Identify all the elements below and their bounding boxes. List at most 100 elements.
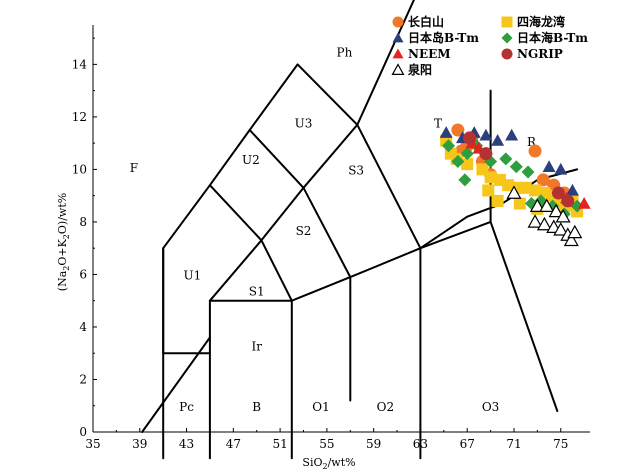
y-tick-label: 0 xyxy=(79,425,87,439)
legend-label: 日本岛B-Tm xyxy=(408,30,479,45)
data-point xyxy=(509,160,523,174)
data-point xyxy=(506,185,522,199)
field-label-u3: U3 xyxy=(295,116,313,130)
y-tick-label: 10 xyxy=(72,162,87,176)
field-label-b: B xyxy=(252,400,261,414)
data-point xyxy=(451,155,465,169)
data-point xyxy=(539,198,555,212)
y-tick-label: 8 xyxy=(79,215,87,229)
axes: 35 39 43 47 51 55 59 63 67 71 75 0 2 4 6 8 10 12 14 xyxy=(72,25,590,451)
field-label-t: T xyxy=(434,116,442,130)
data-point xyxy=(553,222,569,236)
legend-marker xyxy=(392,32,404,43)
field-label-ir: Ir xyxy=(251,340,262,354)
series-6-points xyxy=(463,131,575,208)
field-label-u2: U2 xyxy=(242,153,260,167)
field-label-o3: O3 xyxy=(482,400,499,414)
data-point xyxy=(561,194,575,208)
data-point xyxy=(536,216,552,231)
x-tick-label: 63 xyxy=(413,437,428,451)
field-label-s2: S2 xyxy=(296,224,312,238)
data-point xyxy=(479,147,493,161)
data-point xyxy=(491,194,504,207)
y-tick-label: 6 xyxy=(79,267,87,281)
y-tick-label: 4 xyxy=(79,320,87,334)
data-points xyxy=(439,123,591,247)
data-point xyxy=(499,152,513,166)
data-point xyxy=(479,128,493,141)
field-boundary-8 xyxy=(302,186,352,402)
data-point xyxy=(548,203,564,218)
data-point xyxy=(567,224,583,239)
data-point xyxy=(521,165,535,179)
x-tick-label: 51 xyxy=(272,437,287,451)
legend-marker xyxy=(501,48,513,60)
field-label-ph: Ph xyxy=(337,46,353,60)
field-label-o1: O1 xyxy=(312,400,329,414)
x-tick-label: 75 xyxy=(553,437,568,451)
data-point xyxy=(461,158,474,171)
field-boundary-14 xyxy=(141,336,211,433)
legend-label: 泉阳 xyxy=(408,62,432,77)
x-tick-label: 55 xyxy=(319,437,334,451)
data-point xyxy=(458,173,472,187)
field-boundary-1 xyxy=(162,63,422,460)
field-label-u1: U1 xyxy=(184,269,202,283)
legend-marker xyxy=(392,16,404,28)
tas-field-boundaries xyxy=(141,0,579,460)
field-label-r: R xyxy=(527,135,537,149)
legend-label: 四海龙湾 xyxy=(517,14,565,29)
x-axis-title: SiO2/wt% xyxy=(302,456,355,471)
legend-marker xyxy=(392,48,404,59)
legend-label: NGRIP xyxy=(517,47,563,61)
legend-label: 长白山 xyxy=(408,14,444,29)
data-point xyxy=(555,208,571,223)
y-tick-label: 2 xyxy=(79,372,87,386)
field-boundary-11 xyxy=(489,220,559,412)
field-label-o2: O2 xyxy=(377,400,394,414)
x-tick-label: 67 xyxy=(460,437,475,451)
data-point xyxy=(529,184,542,197)
legend-marker xyxy=(391,63,405,76)
data-point xyxy=(519,181,532,194)
data-point xyxy=(460,147,474,161)
y-tick-label: 12 xyxy=(72,110,87,124)
data-point xyxy=(505,128,519,141)
y-axis-title: (Na2O+K2O)/wt% xyxy=(56,193,71,291)
legend-marker xyxy=(501,16,513,28)
data-point xyxy=(577,197,591,209)
x-tick-label: 43 xyxy=(179,437,194,451)
legend-label: 日本海B-Tm xyxy=(517,30,588,45)
data-point xyxy=(451,123,465,137)
field-boundary-4 xyxy=(208,123,359,242)
data-point xyxy=(529,198,545,212)
series-7-points xyxy=(506,185,583,247)
data-point xyxy=(510,181,523,194)
data-point xyxy=(491,134,505,146)
data-point xyxy=(554,162,568,175)
data-point xyxy=(527,214,543,228)
data-point xyxy=(442,139,456,153)
data-point xyxy=(551,186,565,200)
field-boundary-10 xyxy=(208,239,263,302)
field-label-s1: S1 xyxy=(249,284,265,298)
x-tick-label: 59 xyxy=(366,437,381,451)
field-label-s3: S3 xyxy=(348,164,364,178)
data-point xyxy=(463,131,477,145)
field-label-pc: Pc xyxy=(179,400,194,414)
data-point xyxy=(542,160,556,172)
series-4-points xyxy=(442,139,584,221)
legend-marker xyxy=(501,32,513,44)
field-boundary-9 xyxy=(248,129,305,189)
x-tick-label: 35 xyxy=(85,437,100,451)
field-boundary-7 xyxy=(260,239,293,460)
field-label-f: F xyxy=(130,161,138,175)
data-point xyxy=(513,197,526,210)
data-point xyxy=(482,184,495,197)
data-point xyxy=(536,173,550,187)
y-tick-label: 14 xyxy=(72,57,88,71)
legend-label: NEEM xyxy=(408,47,451,61)
data-point xyxy=(439,126,453,138)
x-tick-label: 71 xyxy=(506,437,521,451)
